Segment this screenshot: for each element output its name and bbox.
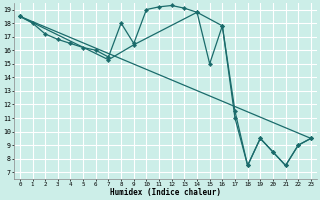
X-axis label: Humidex (Indice chaleur): Humidex (Indice chaleur) bbox=[110, 188, 221, 197]
